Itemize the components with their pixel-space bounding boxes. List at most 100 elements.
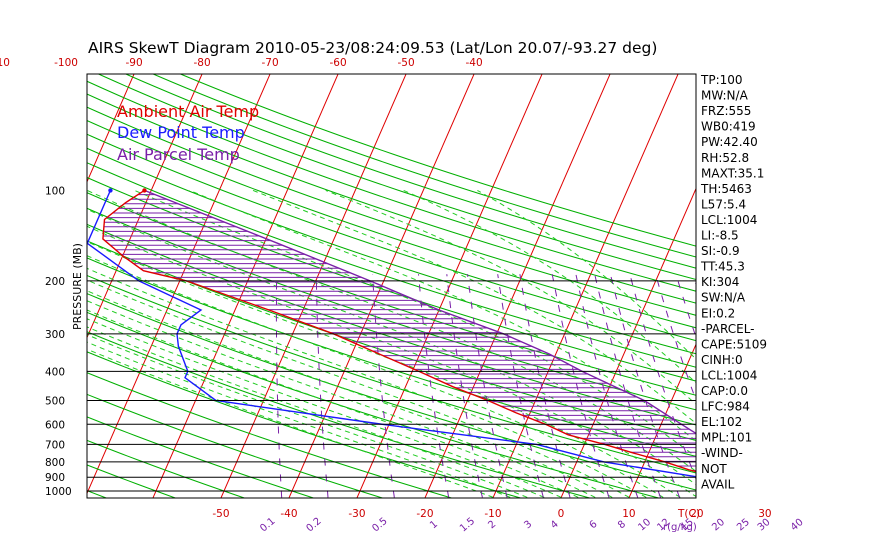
moist-adiabat [189, 189, 696, 442]
ambient-temp-line [102, 189, 696, 473]
mixing-ratio-tick-label: 2 [486, 519, 498, 532]
index-line: RH:52.8 [701, 151, 749, 165]
mixing-ratio-line [446, 274, 483, 498]
mixing-ratio-tick-label: 10 [636, 517, 653, 534]
bottom-temp-tick-label: -10 [484, 508, 501, 520]
mixing-ratio-line [275, 274, 283, 498]
mixing-ratio-tick-label: 1.5 [458, 516, 477, 535]
index-line: PW:42.40 [701, 135, 758, 149]
isotherm [152, 74, 339, 498]
dry-adiabat [87, 207, 696, 411]
index-line: NOT [701, 462, 727, 476]
bottom-temp-tick-label: -20 [416, 508, 433, 520]
bottom-temp-tick-label: 10 [622, 508, 635, 520]
x-axis-label-mixing: r(g/kg) [663, 522, 697, 533]
index-line: LCL:1004 [701, 213, 757, 227]
pressure-tick-label: 800 [45, 457, 65, 469]
top-temp-tick-label: -40 [465, 57, 482, 69]
mixing-ratio-line [418, 274, 450, 498]
isotherm [829, 64, 870, 508]
index-line: L57:5.4 [701, 197, 746, 211]
dry-adiabat [87, 393, 385, 498]
isotherm [87, 74, 135, 184]
index-line: MAXT:35.1 [701, 166, 764, 180]
pressure-tick-label: 700 [45, 439, 65, 451]
top-temp-tick-label: -90 [125, 57, 142, 69]
index-line: EI:0.2 [701, 306, 735, 320]
dry-adiabat [87, 192, 696, 396]
pressure-tick-label: 1000 [45, 486, 72, 498]
top-temp-tick-label: -110 [0, 57, 10, 69]
moist-adiabat [477, 189, 696, 360]
isotherm [87, 74, 203, 339]
index-line: CAPE:5109 [701, 337, 767, 351]
isotherm [492, 74, 679, 498]
dry-adiabat [87, 93, 696, 304]
moist-adiabat [252, 189, 696, 425]
mixing-ratio-tick-label: 0.1 [258, 516, 277, 535]
chart-title: AIRS SkewT Diagram 2010-05-23/08:24:09.5… [88, 39, 657, 57]
dry-adiabat [87, 162, 696, 368]
dewpoint-top-marker [108, 188, 113, 193]
moist-adiabat [87, 309, 579, 498]
mixing-ratio-tick-label: 1 [428, 519, 440, 532]
mixing-ratio-line [467, 274, 508, 498]
isotherm [0, 64, 2, 508]
legend-parcel: Air Parcel Temp [117, 145, 240, 164]
moist-adiabat [87, 300, 596, 498]
moist-adiabat [87, 267, 647, 498]
bottom-temp-tick-label: 30 [758, 508, 771, 520]
mixing-ratio-tick-label: 0.2 [304, 516, 323, 535]
isotherm [87, 74, 271, 495]
dry-adiabat [87, 223, 696, 426]
top-temp-tick-label: -100 [54, 57, 78, 69]
mixing-ratio-tick-label: 40 [789, 517, 806, 534]
isotherm [220, 74, 407, 498]
dry-adiabat [87, 293, 696, 491]
index-line: FRZ:555 [701, 104, 751, 118]
moist-adiabat [87, 255, 664, 498]
dry-adiabat [87, 133, 696, 342]
index-line: CINH:0 [701, 353, 743, 367]
index-line: LCL:1004 [701, 368, 757, 382]
mixing-ratio-line [519, 274, 571, 498]
parcel-temp-line [144, 189, 696, 435]
mixing-ratio-tick-label: 3 [522, 519, 534, 532]
mixing-ratio-line [497, 274, 544, 498]
index-line: LFC:984 [701, 400, 750, 414]
bottom-temp-tick-label: -40 [280, 508, 297, 520]
mixing-ratio-line [655, 274, 696, 402]
dry-adiabat [87, 416, 316, 498]
pressure-tick-label: 600 [45, 419, 65, 431]
dry-adiabat [87, 274, 696, 474]
pressure-tick-label: 100 [45, 185, 65, 197]
bottom-temp-tick-label: 20 [690, 508, 703, 520]
mixing-ratio-tick-label: 20 [710, 517, 727, 534]
mixing-ratio-tick-label: 0.5 [370, 516, 389, 535]
index-line: KI:304 [701, 275, 739, 289]
dry-adiabat [87, 120, 696, 329]
dry-adiabat [124, 74, 696, 269]
index-line: -WIND- [701, 446, 743, 460]
pressure-tick-label: 300 [45, 329, 65, 341]
mixing-ratio-line [609, 274, 681, 498]
dry-adiabat [87, 351, 523, 498]
dry-adiabat [151, 74, 696, 258]
pressure-tick-label: 400 [45, 366, 65, 378]
moist-adiabat [87, 341, 511, 498]
isotherm [356, 74, 543, 498]
moist-adiabat [87, 290, 613, 498]
mixing-ratio-line [594, 274, 661, 498]
dry-adiabat [87, 106, 696, 316]
moist-adiabat [87, 279, 630, 498]
index-line: EL:102 [701, 415, 742, 429]
moist-adiabat [87, 318, 562, 498]
x-axis-label-temp: T(C) [677, 508, 700, 520]
pressure-tick-label: 500 [45, 396, 65, 408]
moist-adiabat [403, 189, 696, 384]
legend-ambient: Ambient Air Temp [117, 102, 259, 121]
index-line: TP:100 [700, 73, 743, 87]
index-line: WB0:419 [701, 120, 756, 134]
